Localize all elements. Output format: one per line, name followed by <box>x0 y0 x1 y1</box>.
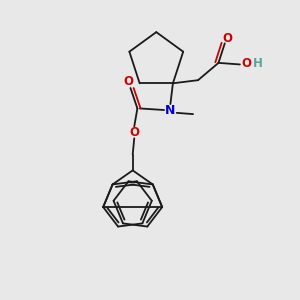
Text: N: N <box>165 104 176 118</box>
Text: O: O <box>129 125 139 139</box>
Text: O: O <box>123 75 133 88</box>
Text: H: H <box>253 57 263 70</box>
Text: O: O <box>241 57 251 70</box>
Text: O: O <box>222 32 232 44</box>
